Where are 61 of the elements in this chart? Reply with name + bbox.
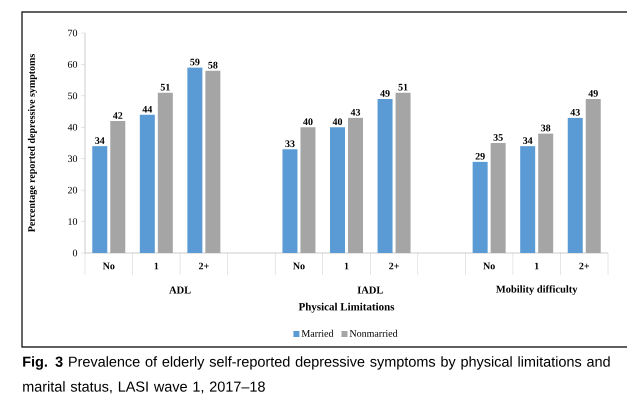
bar [205, 70, 220, 253]
bar [490, 143, 506, 253]
bar [110, 121, 126, 253]
data-label: 59 [190, 58, 200, 66]
x-tick-label: 1 [344, 262, 348, 270]
bar [396, 92, 411, 253]
y-tick-label: 20 [68, 186, 78, 194]
x-axis-title: Physical Limitations [298, 302, 394, 313]
x-tick-label: 1 [154, 262, 158, 270]
data-label: 43 [570, 108, 580, 116]
text: ADL [169, 286, 191, 294]
data-label: 34 [523, 137, 532, 144]
x-tick-label: No [102, 262, 114, 270]
x-tick-label: 1 [535, 262, 539, 270]
bar [472, 162, 488, 253]
text: Mobility difficulty [496, 285, 578, 295]
bar [348, 118, 364, 253]
text: Fig. 3 Prevalence of elderly self-reported depressive symptoms by physical limitations and marital status, LASI wave 1, 2017–18 [23, 356, 610, 394]
data-label: 35 [494, 134, 503, 141]
bar [586, 99, 601, 253]
legend-label: Married [302, 330, 334, 337]
x-tick-label: 2+ [579, 262, 590, 270]
bar [330, 127, 346, 253]
bar [187, 68, 202, 253]
y-tick-label: 50 [68, 92, 78, 100]
y-tick-label: 0 [72, 250, 78, 256]
y-tick-label: 40 [68, 124, 78, 131]
x-tick-label: No [293, 262, 305, 270]
data-label: 42 [112, 112, 122, 119]
y-tick-label: 60 [68, 61, 78, 68]
data-label: 49 [380, 90, 390, 97]
bar [568, 118, 583, 253]
data-label: 38 [541, 124, 550, 132]
x-tick-label: 2+ [389, 262, 399, 270]
data-label: 29 [476, 152, 485, 160]
text: IADL [358, 286, 383, 294]
bar [158, 92, 173, 253]
data-label: 51 [160, 84, 170, 91]
data-label: 51 [398, 84, 408, 91]
y-tick-label: 70 [68, 30, 78, 36]
data-label: 44 [142, 106, 152, 113]
x-tick-label: No [483, 262, 495, 270]
data-label: 58 [208, 62, 218, 69]
data-label: 33 [285, 140, 295, 148]
data-label: 43 [350, 108, 360, 116]
y-tick-label: 10 [68, 218, 78, 225]
data-label: 49 [588, 90, 598, 97]
bar [282, 149, 298, 253]
y-axis-title: Percentage reported depressive symptoms [28, 54, 38, 232]
bar [300, 127, 316, 253]
legend-label: Nonmarried [350, 330, 398, 337]
bar [520, 146, 536, 253]
x-tick-label: 2+ [198, 262, 209, 270]
bar [378, 99, 393, 253]
data-label: 40 [332, 118, 342, 126]
data-label: 34 [95, 137, 105, 144]
bar [140, 114, 155, 253]
y-tick-label: 30 [68, 155, 78, 162]
bar [92, 146, 108, 253]
bar [538, 134, 554, 253]
data-label: 40 [303, 118, 313, 126]
